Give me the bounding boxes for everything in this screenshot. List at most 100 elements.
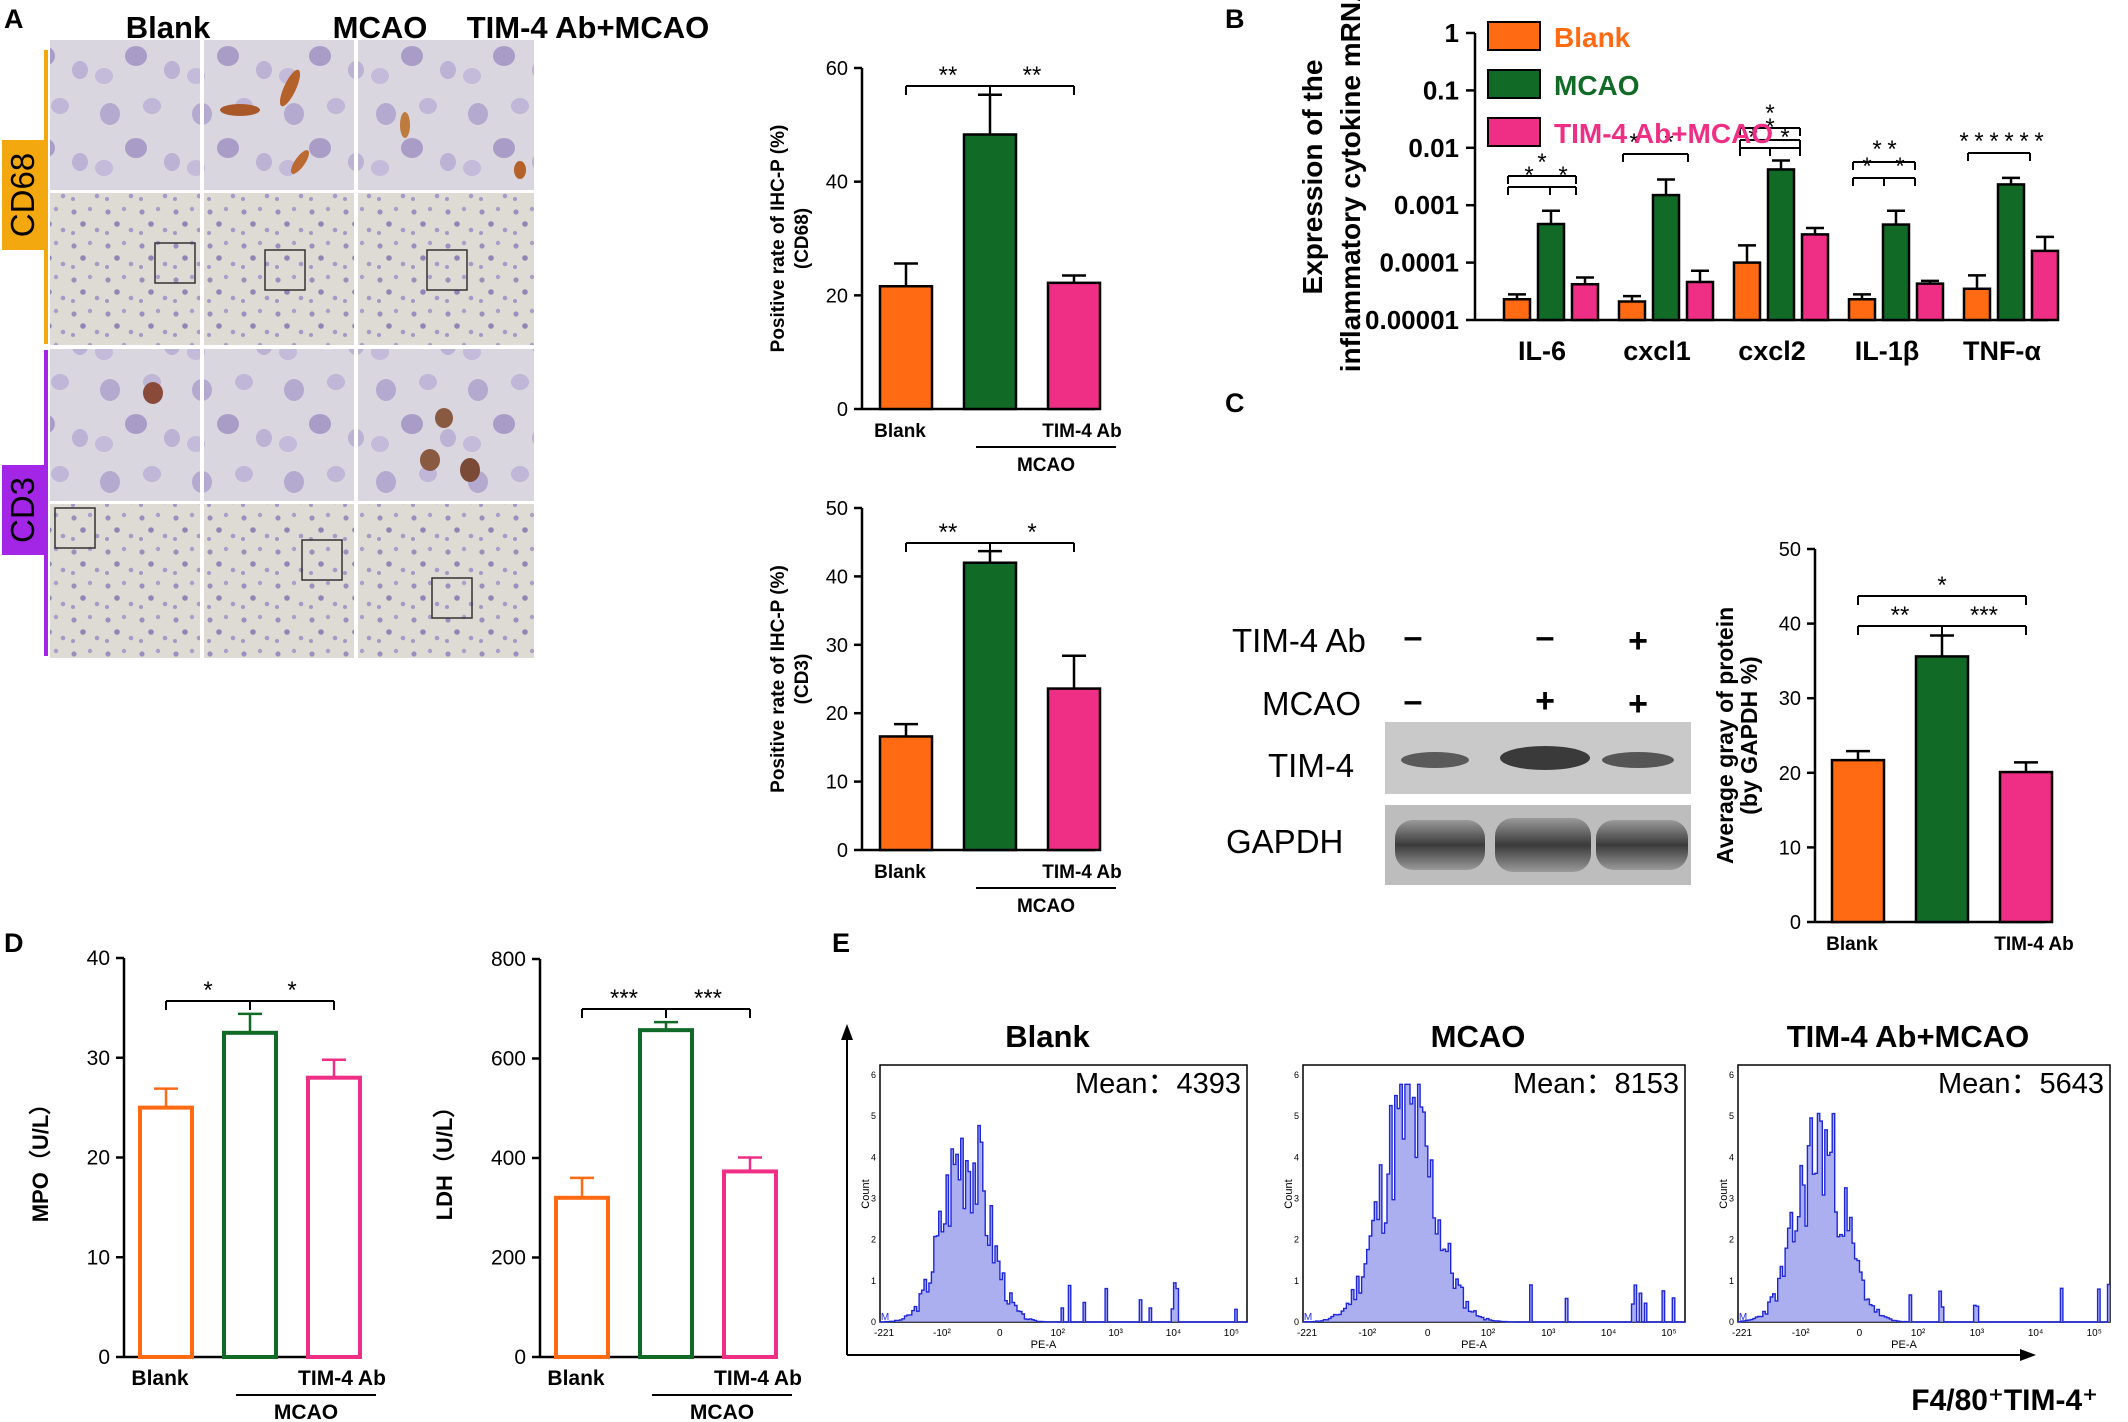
stained-cell [514, 161, 526, 179]
micro-col-blank: Blank [126, 10, 211, 45]
flow-histogram-fill [880, 1125, 1247, 1322]
flow-y-tick: 6 [871, 1070, 876, 1080]
y-tick-label: 0.0001 [1379, 248, 1459, 278]
bar [554, 1195, 610, 1360]
flow-y-label: Count [1283, 1179, 1295, 1208]
chart-cytokine-mrna: 1 0.1 0.01 0.001 0.0001 0.00001 Expression of … [1297, 0, 2060, 372]
y-axis-label: Positive rate of IHC-P (%) [768, 565, 789, 793]
bar [1996, 183, 2026, 322]
y-tick-label: 30 [826, 635, 848, 657]
chart-cd68: 0 20 40 60 Positive rate of IHC-P (%) (CD68) B… [768, 58, 1122, 476]
inset-box [154, 242, 196, 284]
y-tick-label: 40 [826, 566, 848, 588]
flow-x-label: PE-A [1031, 1339, 1057, 1351]
flow-y-tick: 1 [1294, 1276, 1299, 1286]
flow-x-tick: 10² [1911, 1328, 1926, 1339]
flow-y-tick: 0 [871, 1317, 876, 1327]
flow-y-tick: 0 [1294, 1317, 1299, 1327]
cd3-row-label: CD3 [4, 477, 41, 543]
bar [878, 284, 934, 411]
inset-box [301, 539, 343, 581]
legend-label: Blank [1554, 22, 1631, 53]
y-axis-label: LDH（U/L） [432, 1096, 457, 1221]
flow-mean-label: Mean：5643 [1938, 1068, 2104, 1100]
y-tick-label: 20 [87, 1147, 110, 1170]
bar [1998, 770, 2054, 924]
sig-label: * [1765, 100, 1774, 127]
bar [1915, 282, 1945, 322]
sig-label: * [1895, 153, 1904, 180]
stained-cell [435, 408, 453, 428]
x-tick-label: IL-1β [1855, 336, 1919, 366]
x-tick-label: cxcl1 [1623, 336, 1691, 366]
y-tick-label: 40 [826, 172, 848, 194]
stained-cell [143, 382, 163, 404]
chart-mpo: 0 10 20 30 40 MPO（U/L） Blank TIM-4 Ab MCAO * * [28, 947, 386, 1422]
flow-gate-marker: M [1739, 1312, 1747, 1323]
flow-x-tick: 10⁵ [2087, 1328, 2102, 1339]
bar [1962, 287, 1992, 322]
flow-cytometry: F4/80⁺TIM-4⁺ Blank Mean：4393 Count 0 1 2 3 4 5 6 -… [841, 1019, 2111, 1417]
stained-cell [400, 112, 410, 138]
y-tick-label: 10 [87, 1246, 110, 1269]
inset-box [54, 507, 96, 549]
micro-cd68-hi-blank [50, 40, 200, 190]
chart-cd3: 0 10 20 30 40 50 Positive rate of IHC-P (%) (CD… [768, 498, 1122, 917]
wb-gapdh-band [1395, 820, 1485, 870]
y-tick-label: 0 [98, 1346, 110, 1369]
flow-histogram-fill [1738, 1113, 2110, 1322]
panel-label-e: E [832, 928, 850, 958]
flow-x-tick: 10⁴ [1166, 1328, 1181, 1339]
y-tick-label: 40 [87, 947, 110, 970]
y-tick-label: 800 [491, 948, 526, 971]
micro-col-tim4: TIM-4 Ab+MCAO [467, 10, 710, 45]
micro-cd68-hi-tim4 [358, 40, 534, 190]
chart-ldh: 0 200 400 600 800 LDH（U/L） Blank TIM-4 Ab MCAO **… [432, 948, 802, 1422]
wb-row-label-tim4ab: TIM-4 Ab [1232, 622, 1366, 659]
bar [1830, 758, 1886, 924]
stained-cell [279, 69, 301, 107]
flow-x-tick: 0 [1857, 1328, 1863, 1339]
sig-label: * [1862, 153, 1871, 180]
flow-mean-label: Mean：8153 [1513, 1068, 1679, 1100]
y-axis-label-2: (CD68) [792, 208, 813, 269]
bar [638, 1028, 694, 1359]
y-axis-label: Average gray of protein [1712, 607, 1738, 864]
micro-cd3-lo-blank [50, 504, 200, 658]
wb-tim4-band [1401, 752, 1469, 768]
sig-label: ** [1023, 62, 1042, 89]
bar [878, 735, 934, 852]
bar [1502, 297, 1532, 322]
micrograph-grid: Blank MCAO TIM-4 Ab+MCAO CD68 CD3 [2, 10, 709, 658]
x-tick-label: TIM-4 Ab [1994, 934, 2074, 955]
y-tick-label: 50 [1779, 539, 1801, 561]
x-tick-label: TIM-4 Ab [714, 1367, 802, 1390]
wb-gapdh-band [1596, 820, 1688, 870]
bar [1536, 222, 1566, 322]
y-tick-label: 0 [837, 840, 848, 862]
bar [1046, 281, 1102, 411]
x-tick-label: TIM-4 Ab [298, 1367, 386, 1390]
y-axis-label-2: (by GAPDH %) [1736, 656, 1762, 814]
flow-panel-title: MCAO [1431, 1019, 1526, 1054]
y-tick-label: 600 [491, 1048, 526, 1071]
bar [1570, 282, 1600, 322]
flow-x-label: PE-A [1461, 1339, 1487, 1351]
flow-x-tick: -221 [1297, 1328, 1317, 1339]
flow-y-tick: 5 [1294, 1111, 1299, 1121]
group-label: MCAO [690, 1401, 754, 1422]
flow-panel: Blank Mean：4393 Count 0 1 2 3 4 5 6 -221 -10² 0 10² 10… [860, 1019, 1248, 1351]
y-tick-label: 50 [826, 498, 848, 520]
flow-y-tick: 3 [1729, 1194, 1734, 1204]
y-tick-label: 0.001 [1394, 190, 1459, 220]
sig-label: * [1537, 149, 1546, 176]
y-tick-label: 30 [87, 1047, 110, 1070]
bar [1617, 300, 1647, 322]
flow-histogram-trace [879, 1124, 1247, 1323]
group-label: MCAO [1017, 455, 1075, 476]
flow-x-tick: -10² [1792, 1328, 1810, 1339]
y-tick-label: 0 [514, 1346, 526, 1369]
y-tick-label: 0.00001 [1365, 305, 1459, 335]
flow-x-tick: 10³ [1108, 1328, 1123, 1339]
sig-label: * [2034, 128, 2043, 155]
